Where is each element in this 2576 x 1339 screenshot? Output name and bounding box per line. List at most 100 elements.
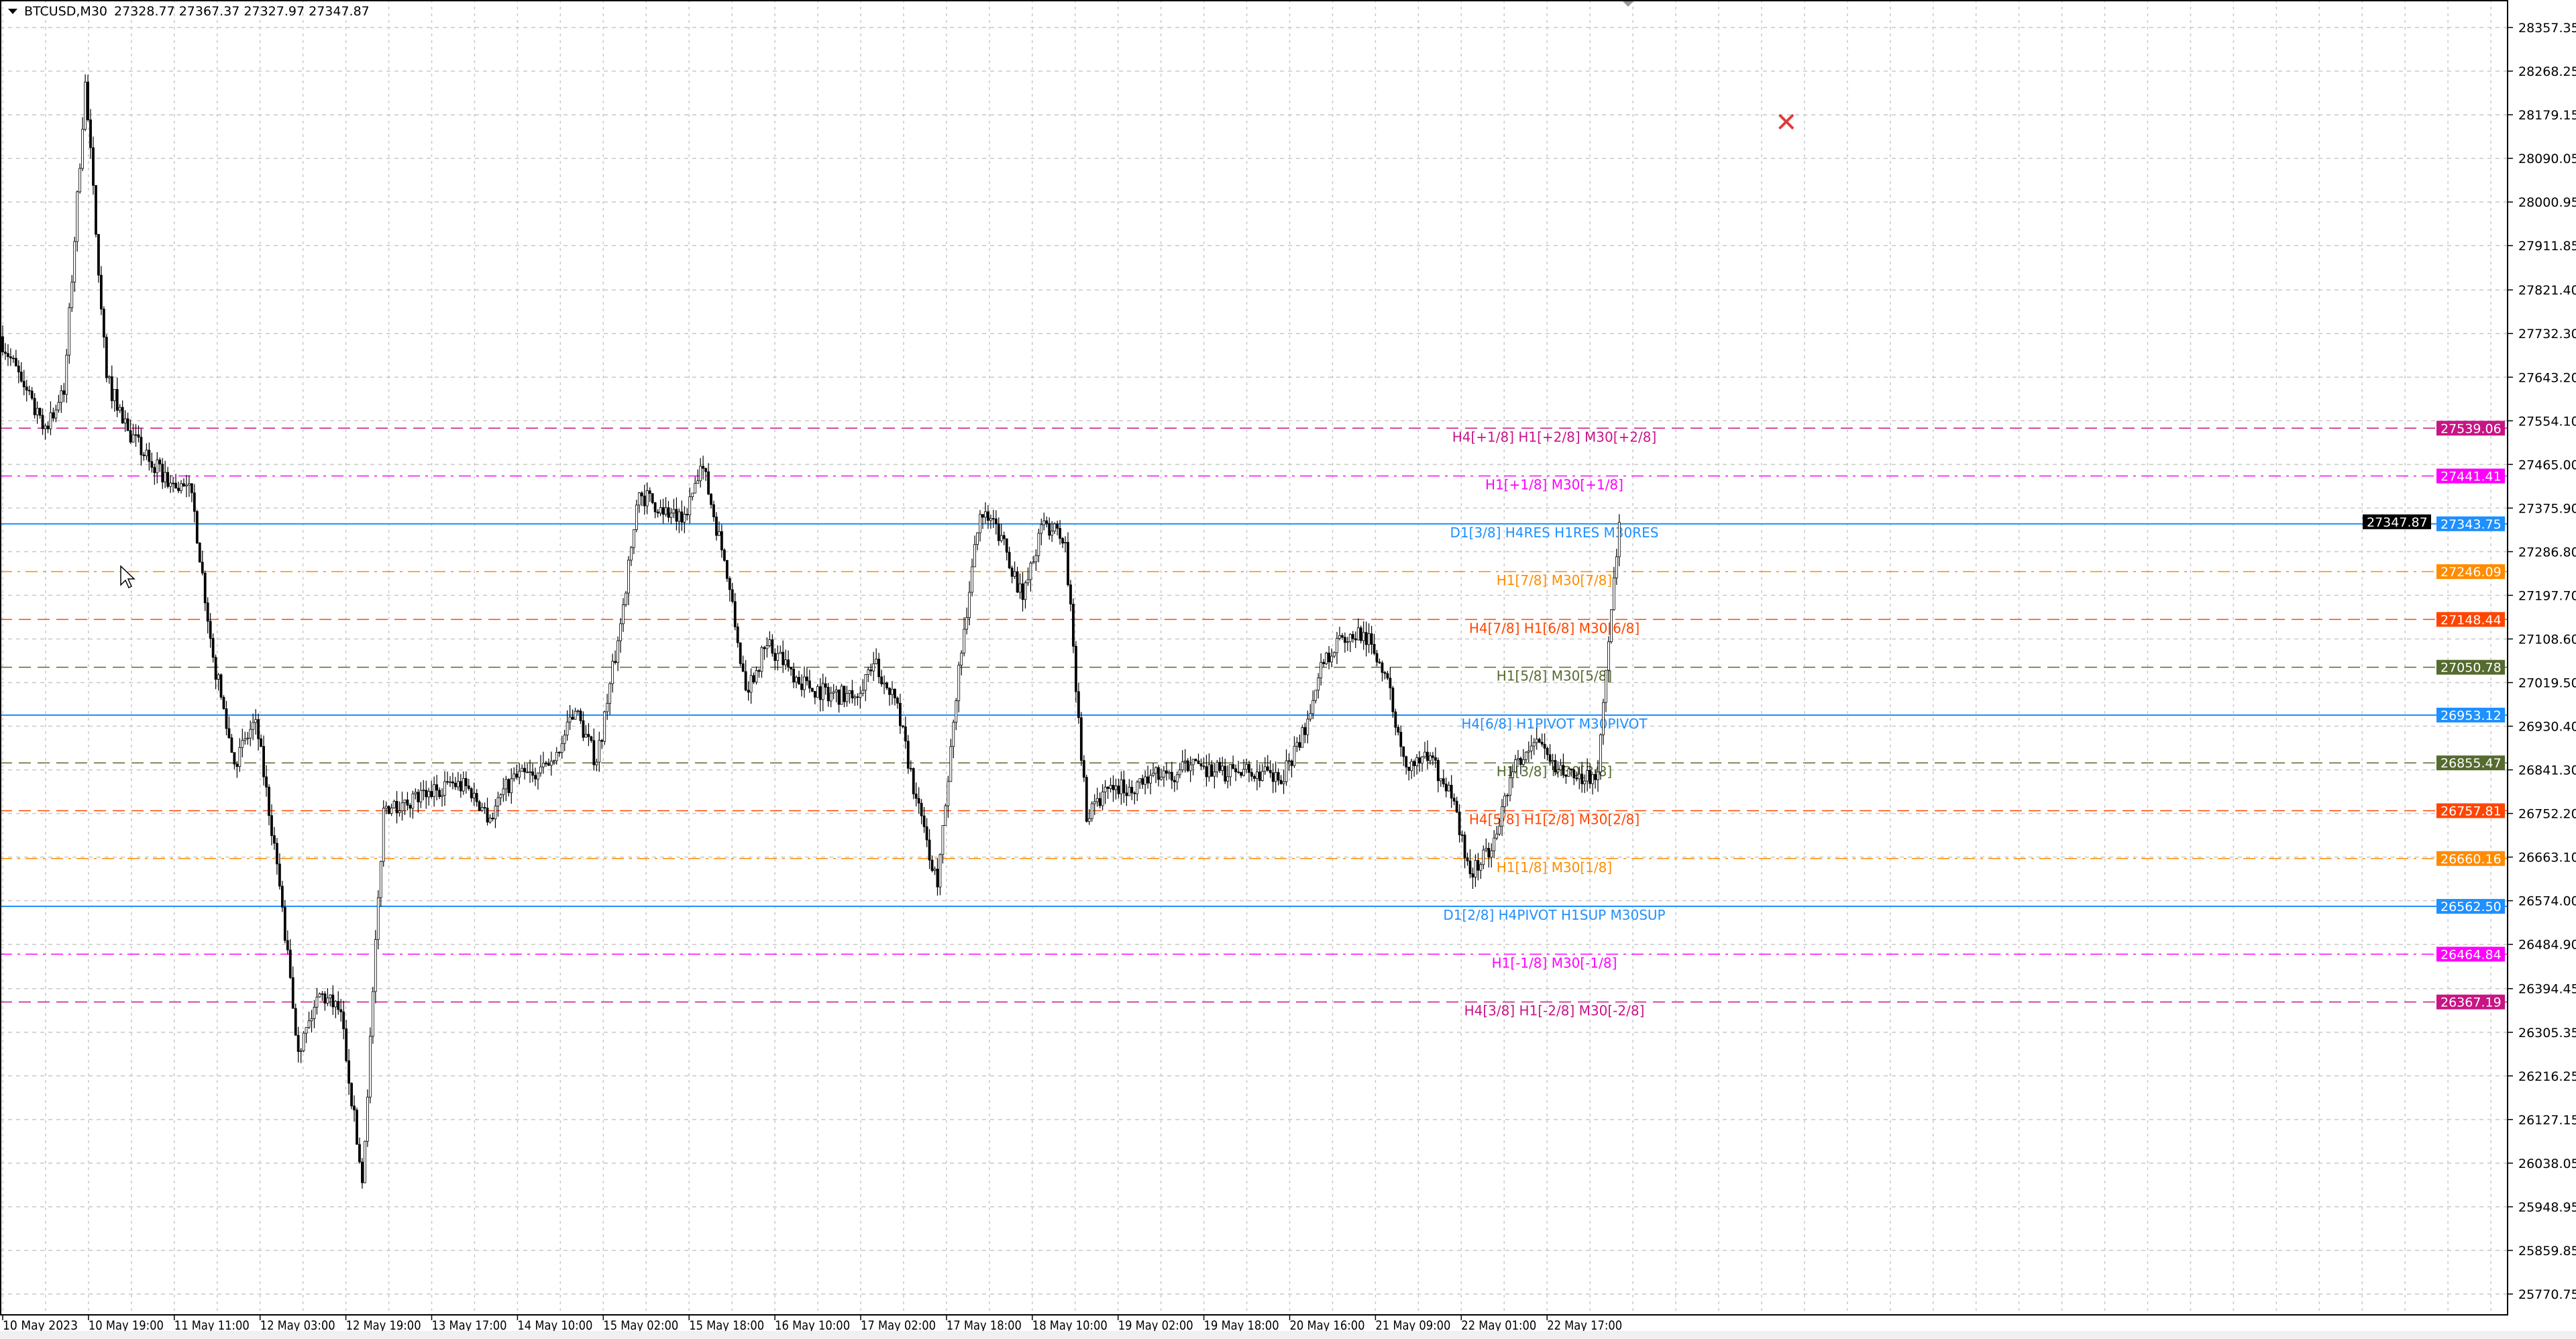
candle [331, 994, 335, 1008]
triangle-down-icon[interactable] [8, 9, 17, 14]
candle [824, 683, 827, 688]
candle [816, 686, 819, 698]
candle [1517, 758, 1519, 760]
x-tick-label: 15 May 18:00 [689, 1318, 764, 1331]
candle [1607, 641, 1610, 671]
candle [318, 993, 321, 998]
level-label: D1[2/8] H4PIVOT H1SUP M30SUP [1443, 907, 1665, 923]
candle [810, 688, 814, 692]
candle [113, 388, 116, 401]
y-tick-label: 26127.15 [2518, 1113, 2576, 1128]
candle [922, 815, 926, 827]
candle [193, 492, 196, 512]
candle [358, 1144, 361, 1163]
candle [1450, 785, 1453, 799]
candle [84, 81, 87, 130]
candle [283, 906, 286, 941]
candle [158, 460, 162, 465]
triangle-down-icon[interactable] [1623, 1, 1633, 7]
candle [350, 1083, 353, 1107]
level-price-tag [2436, 659, 2505, 675]
candle [313, 1007, 316, 1019]
candle [510, 778, 513, 794]
candle [539, 766, 542, 773]
candle [260, 738, 262, 747]
candle [1048, 523, 1051, 536]
candle [872, 663, 875, 672]
candle [307, 1020, 311, 1028]
candle [832, 691, 835, 694]
level-price-tag [2436, 516, 2505, 531]
candle [395, 801, 398, 813]
candle [81, 129, 84, 169]
candle [1093, 801, 1096, 804]
candle [843, 686, 846, 702]
candle [763, 647, 766, 649]
candle [257, 719, 260, 739]
candle [1434, 757, 1437, 761]
time-axis[interactable]: 10 May 2023 10 May 19:00 11 May 11:00 12 Ma… [2, 1315, 1622, 1331]
candle [1051, 531, 1054, 536]
candle [1157, 767, 1160, 780]
candle [1407, 767, 1411, 771]
candle [718, 531, 720, 536]
x-tick-label: 21 May 09:00 [1375, 1318, 1450, 1331]
candle [1293, 745, 1296, 766]
candle [619, 623, 622, 641]
candle [686, 514, 689, 516]
candle [1277, 772, 1280, 781]
candle [529, 771, 531, 773]
candle [1010, 568, 1014, 577]
candle [1410, 761, 1413, 771]
candle [203, 572, 207, 604]
x-tick-label: 12 May 19:00 [346, 1318, 421, 1331]
candle [1106, 786, 1110, 789]
candle [174, 482, 177, 489]
candle [630, 547, 633, 561]
candle [1098, 798, 1102, 806]
candle [1572, 769, 1576, 779]
status-bar [0, 1331, 2576, 1339]
grid [0, 0, 2508, 1315]
candle [635, 504, 638, 530]
price-axis[interactable]: 28357.35 28268.25 28179.15 28090.05 28000.95… [2508, 21, 2576, 1302]
candle [1079, 717, 1083, 761]
candle [504, 779, 508, 790]
y-tick-label: 27375.90 [2518, 501, 2576, 516]
candle [944, 805, 947, 826]
candle [1498, 826, 1501, 835]
y-tick-label: 27643.20 [2518, 370, 2576, 385]
candle [587, 734, 590, 737]
red-x-icon[interactable]: ✕ [1775, 107, 1798, 138]
candle [1612, 578, 1615, 610]
candle [574, 710, 577, 720]
y-tick-label: 28357.35 [2518, 21, 2576, 36]
candle [661, 507, 665, 515]
candle [1436, 759, 1440, 782]
candle [1194, 759, 1197, 761]
y-tick-label: 27465.00 [2518, 458, 2576, 472]
candle [456, 781, 460, 788]
candle [1301, 727, 1304, 748]
candle [1242, 769, 1245, 776]
level-price-text: 26855.47 [2440, 756, 2502, 771]
candle [1136, 782, 1139, 794]
candle [869, 670, 873, 672]
candle [480, 807, 484, 811]
candle [851, 690, 854, 698]
candle [678, 511, 681, 522]
level-price-tag [2436, 707, 2505, 722]
y-tick-label: 26752.20 [2518, 807, 2576, 822]
candle [1543, 743, 1546, 749]
candle [513, 773, 516, 780]
candle [518, 771, 521, 778]
candle [782, 651, 785, 665]
candle [364, 1140, 366, 1183]
candle [1181, 761, 1184, 771]
candle [291, 977, 294, 1009]
candle [49, 412, 52, 429]
candle [400, 802, 404, 812]
candle [302, 1032, 305, 1051]
candle [1269, 769, 1272, 773]
